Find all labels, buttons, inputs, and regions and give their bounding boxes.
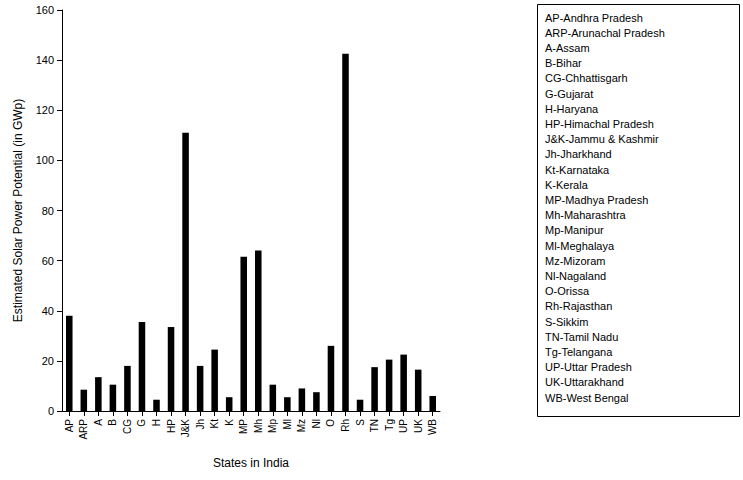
svg-text:UK-Uttarakhand: UK-Uttarakhand [545, 376, 624, 388]
svg-text:CG: CG [122, 419, 133, 434]
svg-text:WB: WB [427, 419, 438, 435]
svg-text:O-Orissa: O-Orissa [545, 285, 590, 297]
svg-text:Mh: Mh [253, 419, 264, 433]
svg-text:160: 160 [36, 4, 54, 16]
svg-text:Mp-Manipur: Mp-Manipur [545, 224, 604, 236]
svg-text:States in India: States in India [213, 456, 289, 470]
svg-text:UP-Uttar Pradesh: UP-Uttar Pradesh [545, 361, 632, 373]
svg-text:Mz-Mizoram: Mz-Mizoram [545, 255, 606, 267]
svg-text:Kt-Karnataka: Kt-Karnataka [545, 164, 610, 176]
svg-text:Jh: Jh [195, 419, 206, 430]
svg-text:Nl: Nl [311, 419, 322, 428]
svg-text:K-Kerala: K-Kerala [545, 179, 589, 191]
svg-text:B-Bihar: B-Bihar [545, 57, 582, 69]
svg-text:A-Assam: A-Assam [545, 42, 590, 54]
svg-text:UK: UK [413, 419, 424, 433]
svg-text:Estimated Solar Power Potentia: Estimated Solar Power Potential (in GWp) [11, 99, 25, 322]
svg-text:G-Gujarat: G-Gujarat [545, 88, 593, 100]
svg-text:H-Haryana: H-Haryana [545, 103, 599, 115]
svg-text:TN: TN [369, 419, 380, 432]
svg-text:A: A [93, 419, 104, 426]
svg-text:Mp: Mp [267, 419, 278, 433]
svg-text:Mz: Mz [296, 419, 307, 432]
svg-text:100: 100 [36, 154, 54, 166]
svg-text:Nl-Nagaland: Nl-Nagaland [545, 270, 606, 282]
svg-text:Rh: Rh [340, 419, 351, 432]
svg-text:UP: UP [398, 419, 409, 433]
svg-text:40: 40 [42, 305, 54, 317]
svg-text:H: H [151, 419, 162, 426]
svg-text:60: 60 [42, 255, 54, 267]
svg-text:WB-West Bengal: WB-West Bengal [545, 392, 629, 404]
svg-text:140: 140 [36, 54, 54, 66]
svg-text:Ml: Ml [282, 419, 293, 430]
svg-text:K: K [224, 419, 235, 426]
svg-text:S-Sikkim: S-Sikkim [545, 316, 588, 328]
svg-text:120: 120 [36, 104, 54, 116]
svg-text:AP: AP [64, 419, 75, 433]
svg-text:Jh-Jharkhand: Jh-Jharkhand [545, 148, 612, 160]
svg-text:HP-Himachal Pradesh: HP-Himachal Pradesh [545, 118, 654, 130]
svg-text:20: 20 [42, 355, 54, 367]
svg-text:MP-Madhya Pradesh: MP-Madhya Pradesh [545, 194, 648, 206]
svg-text:HP: HP [166, 419, 177, 433]
svg-text:80: 80 [42, 205, 54, 217]
svg-text:MP: MP [238, 419, 249, 434]
svg-text:G: G [136, 419, 147, 427]
svg-text:CG-Chhattisgarh: CG-Chhattisgarh [545, 72, 628, 84]
svg-text:O: O [325, 419, 336, 427]
svg-text:AP-Andhra Pradesh: AP-Andhra Pradesh [545, 12, 643, 24]
svg-text:J&K: J&K [180, 419, 191, 438]
svg-text:S: S [355, 419, 366, 426]
svg-text:ARP: ARP [78, 419, 89, 440]
svg-text:J&K-Jammu & Kashmir: J&K-Jammu & Kashmir [545, 133, 659, 145]
svg-text:0: 0 [48, 405, 54, 417]
svg-text:Kt: Kt [209, 419, 220, 429]
svg-text:TN-Tamil Nadu: TN-Tamil Nadu [545, 331, 618, 343]
svg-text:Rh-Rajasthan: Rh-Rajasthan [545, 300, 612, 312]
svg-text:Mh-Maharashtra: Mh-Maharashtra [545, 209, 627, 221]
svg-text:B: B [107, 419, 118, 426]
svg-text:ARP-Arunachal Pradesh: ARP-Arunachal Pradesh [545, 27, 665, 39]
svg-text:Tg-Telangana: Tg-Telangana [545, 346, 613, 358]
svg-text:Ml-Meghalaya: Ml-Meghalaya [545, 240, 615, 252]
svg-text:Tg: Tg [384, 419, 395, 431]
